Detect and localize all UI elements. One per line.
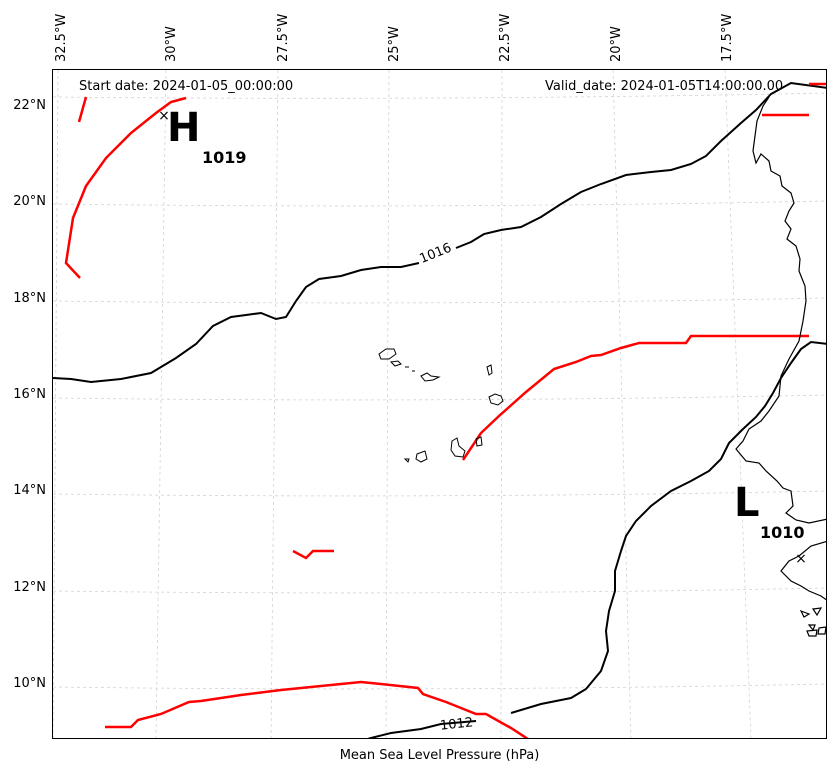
high-pressure-symbol: H <box>167 105 201 151</box>
lat-label-18n: 18°N <box>13 291 46 306</box>
front-west <box>64 96 187 279</box>
lat-label-14n: 14°N <box>13 483 46 498</box>
high-pressure-value: 1019 <box>202 148 247 167</box>
front-central <box>461 334 809 461</box>
fronts <box>64 82 826 738</box>
isobar-label-1016: 1016 <box>418 241 454 267</box>
lon-label-30w: 30°W <box>164 26 179 62</box>
start-date-label: Start date: 2024-01-05_00:00:00 <box>79 79 294 94</box>
africa-coastline <box>735 96 826 637</box>
x-axis-label: Mean Sea Level Pressure (hPa) <box>339 748 540 763</box>
lat-label-20n: 20°N <box>13 194 46 209</box>
isobar-1016-line <box>53 81 826 384</box>
lon-label-32-5w: 32.5°W <box>54 13 69 62</box>
front-small <box>292 549 334 560</box>
lon-label-20w: 20°W <box>609 26 624 62</box>
front-northwest <box>77 96 88 123</box>
lon-label-17-5w: 17.5°W <box>720 13 735 62</box>
isobar-label-1012: 1012 <box>439 715 473 733</box>
high-marker-x: × <box>158 108 170 124</box>
lat-label-10n: 10°N <box>13 676 46 691</box>
low-pressure-value: 1010 <box>760 523 805 542</box>
isobar-1016-line-east <box>367 340 826 738</box>
lat-label-16n: 16°N <box>13 387 46 402</box>
valid-date-label: Valid_date: 2024-01-05T14:00:00.00 <box>545 79 784 94</box>
lon-label-22-5w: 22.5°W <box>498 13 513 62</box>
graticule <box>53 70 826 738</box>
cape-verde-islands <box>378 348 504 463</box>
lat-label-12n: 12°N <box>13 580 46 595</box>
map-panel[interactable]: 1016 1012 × × <box>52 69 827 739</box>
lat-label-22n: 22°N <box>13 98 46 113</box>
lon-label-25w: 25°W <box>387 26 402 62</box>
low-marker-x: × <box>795 551 807 567</box>
map-canvas: 1016 1012 × × <box>53 70 826 738</box>
low-pressure-symbol: L <box>734 480 760 526</box>
front-south <box>105 680 529 738</box>
lon-label-27-5w: 27.5°W <box>276 13 291 62</box>
